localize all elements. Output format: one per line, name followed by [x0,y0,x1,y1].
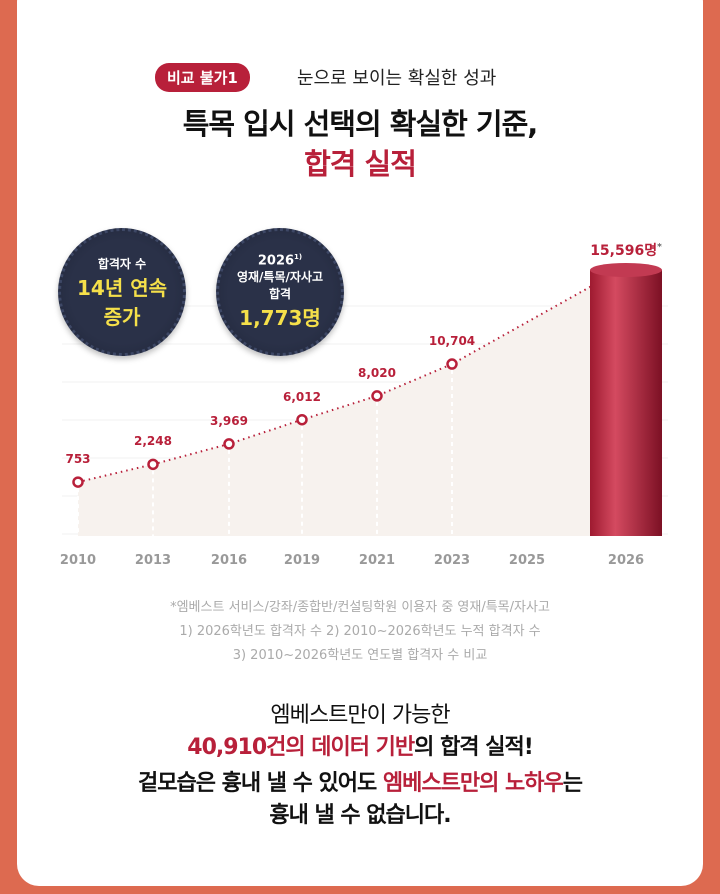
medal-label: 영재/특목/자사고 [236,270,324,285]
closing-text: 겉모습은 흉내 낼 수 있어도 [137,771,383,796]
x-tick-label: 2019 [283,553,321,568]
medal-label-2: 합격 [268,287,292,302]
bar-value: 15,596명 [590,243,658,259]
medal-2026-passers: 20261) 영재/특목/자사고 합격 1,773명 [216,228,344,356]
data-point [72,476,84,488]
data-label: 2,248 [134,434,172,449]
closing-line-1: 엠베스트만이 가능한 [270,703,450,728]
footnote: 3) 2010~2026학년도 연도별 합격자 수 비교 [232,648,488,663]
data-point [147,458,159,471]
data-label: 10,704 [428,334,476,349]
data-label: 6,012 [283,389,321,404]
footnotes: *엠베스트 서비스/강좌/종합반/컨설팅학원 이용자 중 영재/특목/자사고 1… [0,596,720,668]
medal-consecutive-increase: 합격자 수 14년 연속 증가 [58,228,186,356]
footnote: 1) 2026학년도 합격자 수 2) 2010~2026학년도 누적 합격자 … [179,624,541,639]
bar-label: 15,596명* [590,240,662,260]
data-point [446,358,458,370]
chart-area-fill [78,278,606,536]
data-point [371,390,383,402]
footnote-mark: 1) [294,252,303,261]
closing-text: 는 [562,771,583,796]
medal-value-2: 증가 [103,304,141,329]
subtitle: 눈으로 보이는 확실한 성과 [297,68,497,89]
footnote: *엠베스트 서비스/강좌/종합반/컨설팅학원 이용자 중 영재/특목/자사고 [170,600,550,615]
bar-top [590,263,662,277]
title-line-1: 특목 입시 선택의 확실한 기준, [182,107,539,141]
title-line-2: 합격 실적 [304,147,417,181]
x-tick-label: 2021 [358,553,396,568]
page-title: 특목 입시 선택의 확실한 기준, 합격 실적 [0,104,720,184]
x-tick-label: 2023 [433,553,471,568]
closing-line-4: 흉내 낼 수 없습니다. [269,803,451,828]
data-point [223,438,235,450]
closing-message: 엠베스트만이 가능한 40,910건의 데이터 기반의 합격 실적! 겉모습은 … [0,700,720,832]
x-tick-label: 2026 [607,553,645,568]
medal-year: 2026 [257,253,295,269]
x-tick-label: 2016 [210,553,248,568]
chart [62,263,668,536]
closing-highlight: 40,910건의 데이터 기반 [187,735,415,760]
x-tick-label: 2010 [59,553,97,568]
closing-highlight: 엠베스트만의 노하우 [382,771,564,796]
x-tick-label: 2013 [134,553,172,568]
medal-label: 합격자 수 [97,256,147,271]
medal-value: 1,773명 [239,306,321,331]
bar-2026 [590,270,662,536]
data-point [296,413,308,426]
comparison-badge: 비교 불가1 [155,63,250,92]
closing-text: 의 합격 실적! [414,735,534,760]
medal-value: 14년 연속 [77,275,167,300]
data-label: 8,020 [358,365,396,380]
footnote-mark: * [657,242,662,253]
data-label: 3,969 [210,413,248,428]
data-label: 753 [65,452,91,467]
x-tick-label: 2025 [508,553,546,568]
